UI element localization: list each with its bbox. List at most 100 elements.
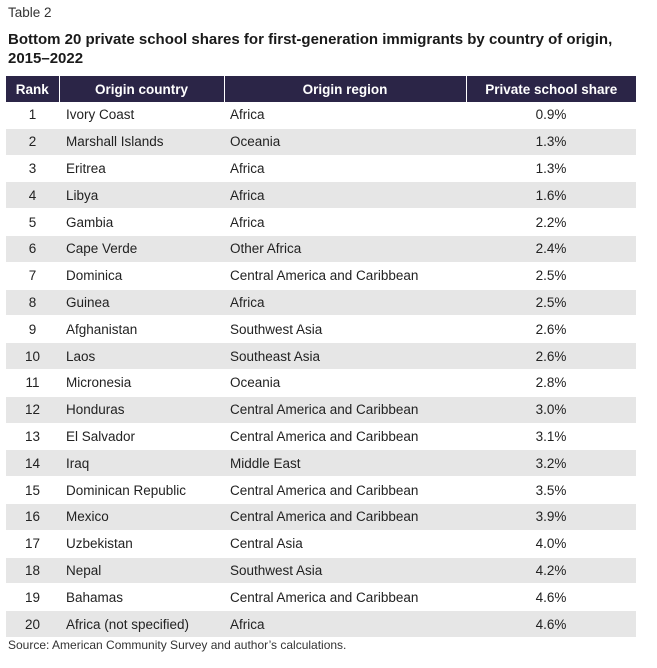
cell-share: 2.5%: [535, 268, 567, 284]
cell-region: Central America and Caribbean: [230, 428, 419, 444]
cell-region: Africa: [224, 289, 466, 316]
column-header-origin-region: Origin region: [224, 76, 467, 102]
column-header-origin-country: Origin country: [59, 76, 225, 102]
cell-rank: 13: [24, 428, 41, 444]
cell-share: 1.6%: [466, 181, 636, 209]
cell-region: Africa: [224, 181, 466, 209]
cell-country: Eritrea: [66, 160, 106, 176]
table-row: 20 Africa (not specified) Africa 4.6%: [6, 610, 636, 638]
cell-share: 3.2%: [466, 449, 636, 477]
cell-country: Bahamas: [66, 589, 124, 605]
cell-region: Central Asia: [230, 536, 303, 552]
cell-share: 3.0%: [466, 396, 636, 424]
column-header-rank: Rank: [6, 76, 60, 102]
cell-share: 4.0%: [535, 536, 567, 552]
table-row: 16 Mexico Central America and Caribbean 3.9…: [6, 503, 636, 531]
cell-country: Libya: [59, 181, 224, 209]
cell-country: Micronesia: [66, 375, 132, 391]
column-header-private-school-share: Private school share: [466, 76, 636, 102]
table-row: 11 Micronesia Oceania 2.8%: [6, 369, 636, 397]
cell-country: Iraq: [59, 449, 224, 477]
cell-rank: 5: [28, 214, 37, 230]
table-row: 13 El Salvador Central America and Caribbe…: [6, 423, 636, 450]
cell-country: Marshall Islands: [59, 128, 224, 156]
cell-region: Other Africa: [224, 235, 466, 263]
cell-region: Southeast Asia: [224, 342, 466, 370]
cell-rank: 4: [6, 181, 59, 209]
cell-country: Nepal: [59, 557, 224, 584]
cell-rank: 14: [6, 449, 59, 477]
cell-region: Oceania: [230, 375, 281, 391]
cell-country: Mexico: [59, 503, 224, 531]
cell-share: 0.9%: [535, 107, 567, 123]
cell-share: 3.9%: [466, 503, 636, 531]
cell-region: Africa: [230, 160, 265, 176]
cell-country: Gambia: [66, 214, 114, 230]
table-label: Table 2: [8, 5, 52, 20]
table-row: 1 Ivory Coast Africa 0.9%: [6, 102, 636, 129]
cell-country: Africa (not specified): [59, 610, 224, 638]
table-row: 19 Bahamas Central America and Caribbean 4.…: [6, 584, 636, 611]
cell-region: Africa: [230, 214, 265, 230]
cell-country: Cape Verde: [59, 235, 224, 263]
cell-share: 3.1%: [535, 428, 567, 444]
cell-share: 1.3%: [535, 160, 567, 176]
cell-region: Southwest Asia: [230, 321, 323, 337]
cell-share: 1.3%: [466, 128, 636, 156]
cell-share: 2.4%: [466, 235, 636, 263]
cell-share: 2.6%: [466, 342, 636, 370]
cell-country: El Salvador: [66, 428, 136, 444]
cell-country: Dominican Republic: [66, 482, 187, 498]
cell-country: Ivory Coast: [66, 107, 135, 123]
cell-region: Central America and Caribbean: [230, 482, 419, 498]
cell-rank: 7: [28, 268, 37, 284]
cell-country: Dominica: [66, 268, 123, 284]
cell-rank: 17: [24, 536, 41, 552]
cell-country: Afghanistan: [66, 321, 138, 337]
cell-rank: 19: [24, 589, 41, 605]
cell-share: 4.6%: [535, 589, 567, 605]
cell-country: Honduras: [59, 396, 224, 424]
table-row: 8 Guinea Africa 2.5%: [6, 289, 636, 316]
cell-share: 3.5%: [535, 482, 567, 498]
cell-region: Central America and Caribbean: [224, 503, 466, 531]
cell-rank: 3: [28, 160, 37, 176]
table-row: 4 Libya Africa 1.6%: [6, 181, 636, 209]
cell-rank: 9: [28, 321, 37, 337]
table-row: 3 Eritrea Africa 1.3%: [6, 155, 636, 182]
cell-share: 4.6%: [466, 610, 636, 638]
cell-rank: 16: [6, 503, 59, 531]
cell-rank: 12: [6, 396, 59, 424]
cell-share: 4.2%: [466, 557, 636, 584]
cell-region: Africa: [224, 610, 466, 638]
cell-rank: 6: [6, 235, 59, 263]
table-row: 9 Afghanistan Southwest Asia 2.6%: [6, 316, 636, 343]
cell-rank: 15: [24, 482, 41, 498]
cell-rank: 20: [6, 610, 59, 638]
table-body: 1 Ivory Coast Africa 0.9% 2 Marshall Islands O…: [6, 102, 636, 638]
source-note: Source: American Community Survey and au…: [8, 638, 347, 652]
cell-share: 2.6%: [535, 321, 567, 337]
data-table: Rank Origin country Origin region Privat…: [6, 76, 636, 638]
table-row: 14 Iraq Middle East 3.2%: [6, 449, 636, 477]
table-row: 12 Honduras Central America and Caribbean 3…: [6, 396, 636, 424]
cell-rank: 8: [6, 289, 59, 316]
cell-share: 2.8%: [535, 375, 567, 391]
table-row: 7 Dominica Central America and Caribbean 2.…: [6, 262, 636, 290]
cell-rank: 2: [6, 128, 59, 156]
cell-rank: 1: [28, 107, 37, 123]
cell-share: 2.2%: [535, 214, 567, 230]
cell-region: Central America and Caribbean: [224, 396, 466, 424]
table-row: 5 Gambia Africa 2.2%: [6, 209, 636, 236]
cell-country: Guinea: [59, 289, 224, 316]
cell-country: Laos: [59, 342, 224, 370]
cell-region: Middle East: [224, 449, 466, 477]
cell-rank: 10: [6, 342, 59, 370]
cell-country: Uzbekistan: [66, 536, 133, 552]
table-row: 17 Uzbekistan Central Asia 4.0%: [6, 530, 636, 558]
table-title: Bottom 20 private school shares for firs…: [8, 31, 613, 67]
table-row: 18 Nepal Southwest Asia 4.2%: [6, 557, 636, 584]
cell-share: 2.5%: [466, 289, 636, 316]
table-row: 2 Marshall Islands Oceania 1.3%: [6, 128, 636, 156]
